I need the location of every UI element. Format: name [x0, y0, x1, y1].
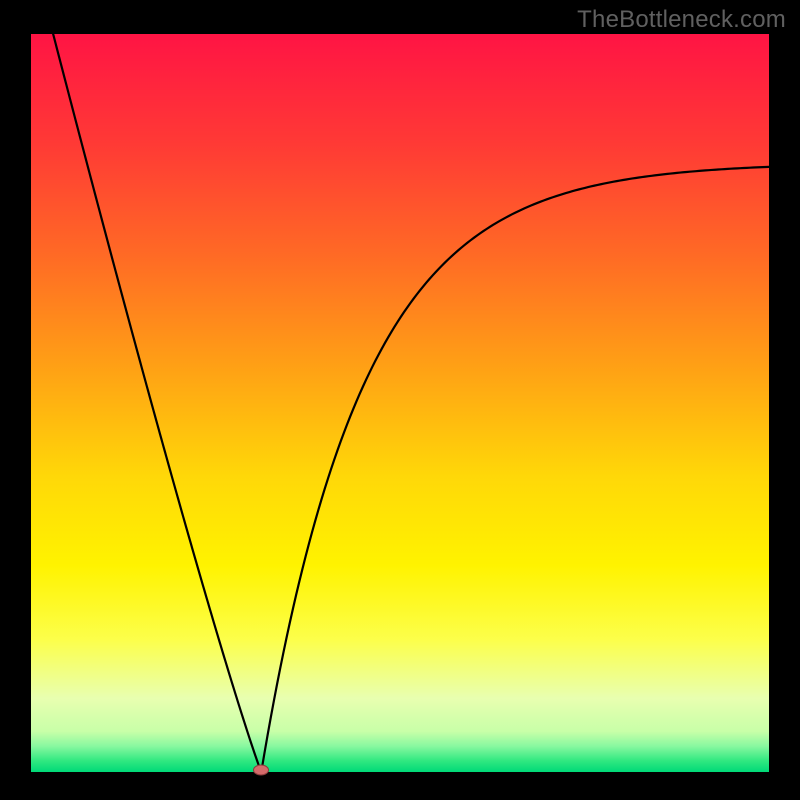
- plot-area: [31, 34, 769, 772]
- chart-frame: TheBottleneck.com: [0, 0, 800, 800]
- plot-background: [31, 34, 769, 772]
- optimum-marker: [253, 765, 269, 776]
- watermark-text: TheBottleneck.com: [577, 6, 786, 34]
- plot-svg: [31, 34, 769, 772]
